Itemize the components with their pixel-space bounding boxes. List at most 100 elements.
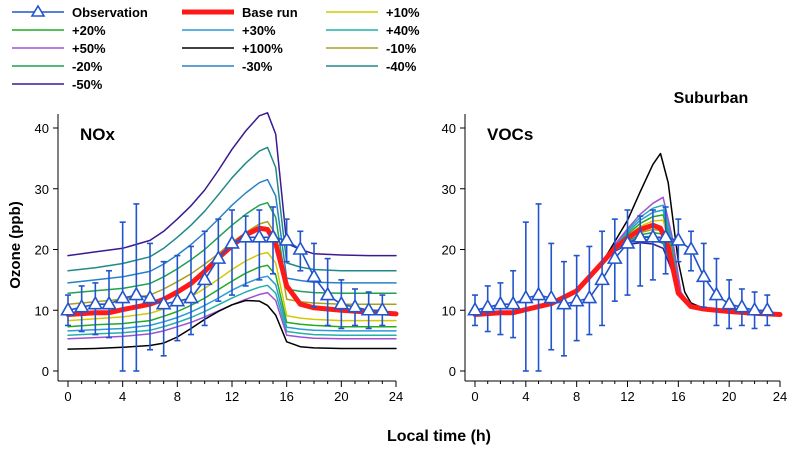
observation-point <box>670 218 687 263</box>
observation-marker <box>479 298 496 313</box>
observation-point <box>530 203 547 372</box>
series-line-minus-40pct <box>67 146 397 272</box>
legend-label: -50% <box>72 77 103 92</box>
observation-point <box>278 218 295 263</box>
panel-title: VOCs <box>487 125 533 144</box>
observation-point <box>333 279 350 330</box>
series-line-minus-50pct <box>67 112 397 257</box>
observation-marker <box>319 286 336 301</box>
observation-marker <box>543 289 560 304</box>
observation-marker <box>594 271 610 286</box>
legend-item-base-run: Base run <box>182 5 298 20</box>
y-tick-label: 10 <box>442 303 456 318</box>
x-tick-label: 4 <box>119 389 126 404</box>
observation-marker <box>101 295 117 310</box>
legend-item-minus-20pct: -20% <box>12 59 103 74</box>
x-tick-label: 12 <box>620 389 634 404</box>
observation-marker <box>155 295 172 310</box>
x-tick-label: 16 <box>279 389 293 404</box>
legend-label: +20% <box>72 23 106 38</box>
x-tick-label: 0 <box>64 389 71 404</box>
x-tick-label: 20 <box>334 389 348 404</box>
observation-marker <box>505 295 521 310</box>
observation-point <box>101 269 117 339</box>
observation-marker <box>60 301 76 316</box>
observation-marker <box>333 295 350 310</box>
observation-point <box>169 254 186 342</box>
observation-marker <box>374 301 391 316</box>
observation-point <box>183 245 199 336</box>
observation-point <box>467 294 483 327</box>
observation-marker <box>467 301 483 316</box>
y-tick-label: 20 <box>442 243 456 258</box>
y-tick-label: 30 <box>35 182 49 197</box>
observation-marker <box>670 231 687 246</box>
observation-marker <box>721 295 738 310</box>
observation-point <box>60 294 76 327</box>
x-tick-label: 8 <box>174 389 181 404</box>
y-axis-label: Ozone (ppb) <box>7 201 24 288</box>
legend: Observation Base run +10% +20% +30% +40% +50% +… <box>12 4 420 92</box>
observation-point <box>632 215 649 287</box>
legend-label: +100% <box>242 41 283 56</box>
series-line-minus-20pct <box>67 201 397 294</box>
observation-marker <box>619 234 636 249</box>
observation-point <box>265 206 281 275</box>
x-tick-label: 20 <box>722 389 736 404</box>
legend-item-minus-10pct: -10% <box>326 41 417 56</box>
observation-marker <box>746 301 763 316</box>
observation-marker <box>645 228 661 243</box>
observation-marker <box>196 271 213 286</box>
observation-point <box>568 254 585 342</box>
observation-marker <box>142 289 158 304</box>
observation-point <box>606 218 623 302</box>
legend-item-plusminus-40pct: +40% <box>326 23 420 38</box>
y-tick-label: 0 <box>42 364 49 379</box>
x-axis-label: Local time (h) <box>387 428 491 445</box>
observation-point <box>196 230 213 327</box>
observation-point <box>517 221 534 372</box>
observation-point <box>306 242 322 309</box>
observation-point <box>759 294 776 327</box>
x-tick-label: 0 <box>471 389 478 404</box>
observation-point <box>155 260 172 357</box>
observation-marker <box>530 286 547 301</box>
x-tick-label: 12 <box>225 389 239 404</box>
observation-marker <box>759 301 776 316</box>
observation-point <box>746 291 763 330</box>
legend-item-minus-40pct: -40% <box>326 59 417 74</box>
legend-label: Base run <box>242 5 298 20</box>
observation-point <box>87 282 104 336</box>
observation-point <box>237 215 254 287</box>
panel-nox: 0 10 20 30 40 0 4 8 12 16 20 24 NOx <box>35 112 403 404</box>
observation-point <box>492 282 509 336</box>
legend-label: -40% <box>386 59 417 74</box>
observation-point <box>128 203 145 372</box>
legend-item-observation: Observation <box>12 4 148 20</box>
observation-point <box>581 245 598 336</box>
legend-item-plusminus-100pct: +100% <box>182 41 283 56</box>
observation-point <box>479 285 496 333</box>
legend-label: Observation <box>72 5 148 20</box>
observation-point <box>734 288 750 327</box>
legend-item-plusminus-30pct: +30% <box>182 23 276 38</box>
series-line-plusminus-40pct <box>67 284 397 336</box>
observation-point <box>708 257 725 327</box>
observation-marker <box>568 292 585 307</box>
observation-point <box>619 209 636 296</box>
observation-marker <box>265 228 281 243</box>
x-tick-label: 16 <box>671 389 685 404</box>
observation-marker <box>306 268 322 283</box>
observation-marker <box>606 249 623 264</box>
series-line-plusminus-30pct <box>67 275 397 332</box>
observation-marker <box>517 289 534 304</box>
observation-point <box>505 269 521 339</box>
panel-title: NOx <box>80 125 116 144</box>
legend-label: -20% <box>72 59 103 74</box>
observation-point <box>114 221 131 372</box>
observation-marker <box>224 234 240 249</box>
observation-point <box>374 294 391 327</box>
observation-point <box>292 230 309 272</box>
legend-label: +30% <box>242 23 276 38</box>
observation-marker <box>292 240 309 255</box>
